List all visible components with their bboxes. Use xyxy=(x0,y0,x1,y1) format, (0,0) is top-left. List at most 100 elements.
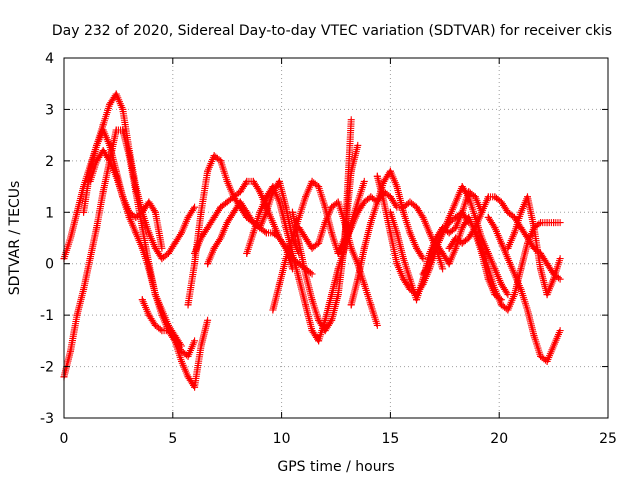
data-point xyxy=(386,229,394,237)
data-point xyxy=(204,260,212,268)
data-point xyxy=(373,321,381,329)
data-point xyxy=(106,100,114,108)
data-point xyxy=(243,208,251,216)
data-point xyxy=(321,316,329,324)
data-point xyxy=(523,306,531,314)
series-arc1 xyxy=(60,90,199,263)
data-point xyxy=(256,208,264,216)
data-point xyxy=(119,126,127,134)
data-point xyxy=(471,193,479,201)
data-point xyxy=(86,177,94,185)
data-point xyxy=(497,198,505,206)
data-point xyxy=(112,172,120,180)
data-point xyxy=(452,244,460,252)
data-point xyxy=(315,316,323,324)
data-point xyxy=(282,224,290,232)
data-point xyxy=(445,244,453,252)
data-point xyxy=(504,306,512,314)
data-point xyxy=(191,383,199,391)
data-point xyxy=(217,203,225,211)
data-point xyxy=(537,265,545,273)
data-point xyxy=(99,188,107,196)
data-point xyxy=(204,224,212,232)
data-point xyxy=(145,198,153,206)
data-point xyxy=(80,208,88,216)
data-point xyxy=(210,152,218,160)
data-point xyxy=(510,229,518,237)
data-point xyxy=(321,219,329,227)
data-point xyxy=(119,193,127,201)
data-point xyxy=(393,203,401,211)
data-point xyxy=(458,239,466,247)
data-point xyxy=(360,244,368,252)
data-point xyxy=(419,255,427,263)
data-point xyxy=(393,260,401,268)
data-point xyxy=(484,193,492,201)
data-point xyxy=(419,213,427,221)
data-point xyxy=(523,239,531,247)
data-point xyxy=(504,255,512,263)
data-point xyxy=(236,198,244,206)
data-point xyxy=(328,291,336,299)
data-point xyxy=(275,177,283,185)
marker-trail xyxy=(60,90,197,263)
data-point xyxy=(256,188,264,196)
data-point xyxy=(86,255,94,263)
data-point xyxy=(145,229,153,237)
data-point xyxy=(295,213,303,221)
data-point xyxy=(191,203,199,211)
data-point xyxy=(178,229,186,237)
data-point xyxy=(184,373,192,381)
data-point xyxy=(217,234,225,242)
data-point xyxy=(223,177,231,185)
data-point xyxy=(138,244,146,252)
data-point xyxy=(184,213,192,221)
data-point xyxy=(145,311,153,319)
x-tick-labels: 0 5 10 15 20 25 xyxy=(60,431,617,447)
data-point xyxy=(295,275,303,283)
data-point xyxy=(328,316,336,324)
data-point xyxy=(354,208,362,216)
data-point xyxy=(399,255,407,263)
data-point xyxy=(550,342,558,350)
data-point xyxy=(125,152,133,160)
data-point xyxy=(504,244,512,252)
y-tick-label: 3 xyxy=(45,102,54,118)
data-point xyxy=(439,229,447,237)
data-point xyxy=(347,244,355,252)
data-point xyxy=(262,208,270,216)
data-point xyxy=(413,296,421,304)
data-point xyxy=(158,327,166,335)
data-point xyxy=(73,311,81,319)
data-point xyxy=(543,219,551,227)
data-point xyxy=(151,208,159,216)
x-tick-label: 10 xyxy=(273,431,291,447)
data-point xyxy=(164,327,172,335)
x-tick-label: 0 xyxy=(60,431,69,447)
data-point xyxy=(484,275,492,283)
series-arc21 xyxy=(504,193,564,299)
data-point xyxy=(341,239,349,247)
data-point xyxy=(432,239,440,247)
data-point xyxy=(491,291,499,299)
data-point xyxy=(151,244,159,252)
data-point xyxy=(236,188,244,196)
data-point xyxy=(452,198,460,206)
data-point xyxy=(223,219,231,227)
data-point xyxy=(380,198,388,206)
data-point xyxy=(243,177,251,185)
data-point xyxy=(308,177,316,185)
data-point xyxy=(426,260,434,268)
data-point xyxy=(367,219,375,227)
data-point xyxy=(497,296,505,304)
data-point xyxy=(295,239,303,247)
data-point xyxy=(550,219,558,227)
data-point xyxy=(399,203,407,211)
data-point xyxy=(243,249,251,257)
data-point xyxy=(302,301,310,309)
data-point xyxy=(426,229,434,237)
data-point xyxy=(386,208,394,216)
data-point xyxy=(393,229,401,237)
data-point xyxy=(230,193,238,201)
